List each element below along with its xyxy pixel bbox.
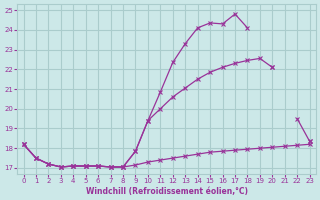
X-axis label: Windchill (Refroidissement éolien,°C): Windchill (Refroidissement éolien,°C)	[85, 187, 248, 196]
